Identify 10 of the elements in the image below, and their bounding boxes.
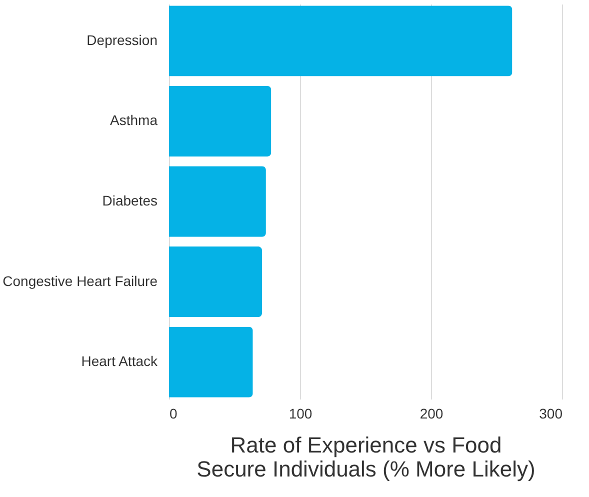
y-tick-label: Congestive Heart Failure bbox=[2, 272, 158, 289]
x-tick-label: 200 bbox=[420, 406, 444, 422]
y-tick-label: Asthma bbox=[110, 112, 158, 128]
x-tick-label: 300 bbox=[539, 406, 563, 422]
x-axis-title: Rate of Experience vs Food Secure Individuals (% More Likely) bbox=[196, 432, 536, 482]
x-tick-label: 0 bbox=[170, 406, 178, 422]
y-tick-label: Heart Attack bbox=[81, 353, 158, 370]
y-tick-label: Depression bbox=[86, 32, 158, 48]
y-tick-label: Diabetes bbox=[102, 192, 158, 208]
x-tick-label: 100 bbox=[288, 406, 312, 422]
